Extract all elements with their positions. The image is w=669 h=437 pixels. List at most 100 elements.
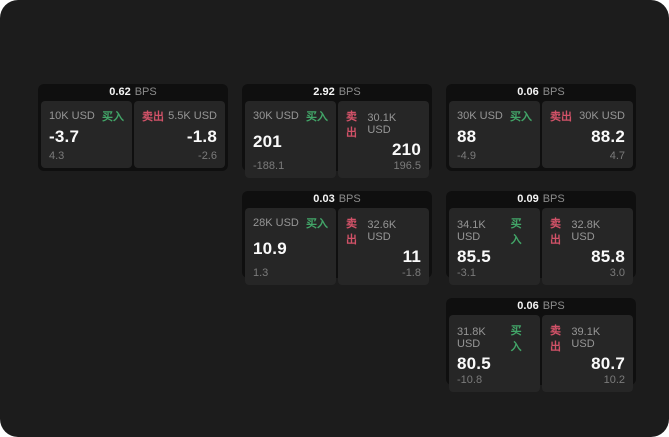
buy-panel[interactable]: 10K USD 买入 -3.7 4.3 — [41, 101, 132, 168]
sell-delta: 196.5 — [393, 160, 421, 172]
sell-panel[interactable]: 卖出 5.5K USD -1.8 -2.6 — [134, 101, 225, 168]
buy-panel[interactable]: 30K USD 买入 88 -4.9 — [449, 101, 540, 168]
sell-label: 卖出 — [550, 111, 572, 123]
buy-panel-header: 10K USD 买入 — [49, 108, 124, 124]
sell-panel-header: 卖出 30.1K USD — [346, 108, 421, 140]
sell-price: 88.2 — [591, 127, 625, 146]
sell-panel-header: 卖出 5.5K USD — [142, 108, 217, 124]
buy-label: 买入 — [102, 111, 124, 123]
sell-panel[interactable]: 卖出 39.1K USD 80.7 10.2 — [542, 315, 633, 392]
quote-card: 0.06 BPS 31.8K USD 买入 80.5 -10.8 卖出 39.1… — [446, 298, 636, 392]
card-header: 0.03 BPS — [245, 191, 429, 208]
card-body: 10K USD 买入 -3.7 4.3 卖出 5.5K USD -1.8 -2.… — [41, 101, 225, 168]
buy-panel-header: 30K USD 买入 — [457, 108, 532, 124]
buy-label: 买入 — [306, 111, 328, 123]
bps-unit-label: BPS — [338, 193, 361, 205]
bps-unit-label: BPS — [542, 300, 565, 312]
buy-delta: -3.1 — [457, 267, 476, 279]
buy-label: 买入 — [510, 218, 522, 246]
sell-delta: 10.2 — [603, 374, 625, 386]
card-header: 0.06 BPS — [449, 298, 633, 315]
sell-label: 卖出 — [550, 218, 561, 246]
bps-unit-label: BPS — [338, 86, 361, 98]
buy-delta: -4.9 — [457, 150, 476, 162]
sell-label: 卖出 — [550, 325, 561, 353]
buy-amount: 10K USD — [49, 110, 95, 122]
sell-price: 85.8 — [591, 247, 625, 266]
sell-amount: 30.1K USD — [367, 112, 397, 136]
buy-amount: 28K USD — [253, 217, 299, 229]
sell-delta: 3.0 — [609, 267, 625, 279]
bps-value: 0.03 — [313, 193, 335, 205]
sell-delta: 4.7 — [609, 150, 625, 162]
buy-price: 10.9 — [253, 239, 287, 258]
buy-price: 88 — [457, 127, 477, 146]
buy-panel-header: 28K USD 买入 — [253, 215, 328, 231]
sell-delta: -1.8 — [402, 267, 421, 279]
quote-card: 0.03 BPS 28K USD 买入 10.9 1.3 卖出 32.6K US… — [242, 191, 432, 285]
sell-label: 卖出 — [142, 111, 164, 123]
buy-panel-header: 31.8K USD 买入 — [457, 322, 532, 354]
buy-panel[interactable]: 30K USD 买入 201 -188.1 — [245, 101, 336, 178]
buy-label: 买入 — [306, 218, 328, 230]
buy-delta: 1.3 — [253, 267, 269, 279]
sell-amount: 39.1K USD — [571, 326, 601, 350]
buy-price: 80.5 — [457, 354, 491, 373]
card-body: 30K USD 买入 88 -4.9 卖出 30K USD 88.2 4.7 — [449, 101, 633, 168]
buy-amount: 31.8K USD — [457, 326, 486, 350]
buy-delta: 4.3 — [49, 150, 65, 162]
sell-amount: 32.6K USD — [367, 219, 397, 243]
bps-value: 2.92 — [313, 86, 335, 98]
buy-delta: -188.1 — [253, 160, 285, 172]
card-header: 0.06 BPS — [449, 84, 633, 101]
sell-panel[interactable]: 卖出 30.1K USD 210 196.5 — [338, 101, 429, 178]
sell-panel[interactable]: 卖出 32.6K USD 11 -1.8 — [338, 208, 429, 285]
bps-unit-label: BPS — [542, 86, 565, 98]
sell-delta: -2.6 — [198, 150, 217, 162]
card-header: 0.09 BPS — [449, 191, 633, 208]
sell-panel[interactable]: 卖出 30K USD 88.2 4.7 — [542, 101, 633, 168]
bps-value: 0.62 — [109, 86, 131, 98]
cards-grid: 0.62 BPS 10K USD 买入 -3.7 4.3 卖出 5.5K USD… — [38, 84, 636, 392]
sell-price: 11 — [402, 247, 421, 266]
sell-panel-header: 卖出 30K USD — [550, 108, 625, 124]
bps-value: 0.06 — [517, 86, 539, 98]
sell-price: 80.7 — [591, 354, 625, 373]
sell-panel[interactable]: 卖出 32.8K USD 85.8 3.0 — [542, 208, 633, 285]
card-header: 0.62 BPS — [41, 84, 225, 101]
buy-delta: -10.8 — [457, 374, 483, 386]
card-body: 28K USD 买入 10.9 1.3 卖出 32.6K USD 11 -1.8 — [245, 208, 429, 285]
sell-panel-header: 卖出 32.6K USD — [346, 215, 421, 247]
quote-card: 0.09 BPS 34.1K USD 买入 85.5 -3.1 卖出 32.8K… — [446, 191, 636, 285]
buy-price: -3.7 — [49, 127, 80, 146]
buy-amount: 34.1K USD — [457, 219, 486, 243]
card-header: 2.92 BPS — [245, 84, 429, 101]
bps-unit-label: BPS — [542, 193, 565, 205]
sell-label: 卖出 — [346, 218, 357, 246]
buy-panel[interactable]: 34.1K USD 买入 85.5 -3.1 — [449, 208, 540, 285]
buy-price: 201 — [253, 132, 282, 151]
buy-panel-header: 30K USD 买入 — [253, 108, 328, 124]
buy-price: 85.5 — [457, 247, 491, 266]
sell-amount: 32.8K USD — [571, 219, 601, 243]
card-body: 30K USD 买入 201 -188.1 卖出 30.1K USD 210 1… — [245, 101, 429, 178]
buy-label: 买入 — [510, 325, 522, 353]
sell-amount: 30K USD — [579, 110, 625, 122]
buy-label: 买入 — [510, 111, 532, 123]
sell-price: 210 — [392, 140, 421, 159]
buy-panel[interactable]: 31.8K USD 买入 80.5 -10.8 — [449, 315, 540, 392]
sell-panel-header: 卖出 39.1K USD — [550, 322, 625, 354]
buy-panel[interactable]: 28K USD 买入 10.9 1.3 — [245, 208, 336, 285]
sell-panel-header: 卖出 32.8K USD — [550, 215, 625, 247]
buy-amount: 30K USD — [253, 110, 299, 122]
bps-value: 0.09 — [517, 193, 539, 205]
bps-unit-label: BPS — [134, 86, 157, 98]
quote-card: 0.06 BPS 30K USD 买入 88 -4.9 卖出 30K USD 8… — [446, 84, 636, 171]
buy-panel-header: 34.1K USD 买入 — [457, 215, 532, 247]
sell-price: -1.8 — [186, 127, 217, 146]
sell-label: 卖出 — [346, 111, 357, 139]
quote-card: 2.92 BPS 30K USD 买入 201 -188.1 卖出 30.1K … — [242, 84, 432, 178]
quote-card: 0.62 BPS 10K USD 买入 -3.7 4.3 卖出 5.5K USD… — [38, 84, 228, 171]
bps-value: 0.06 — [517, 300, 539, 312]
